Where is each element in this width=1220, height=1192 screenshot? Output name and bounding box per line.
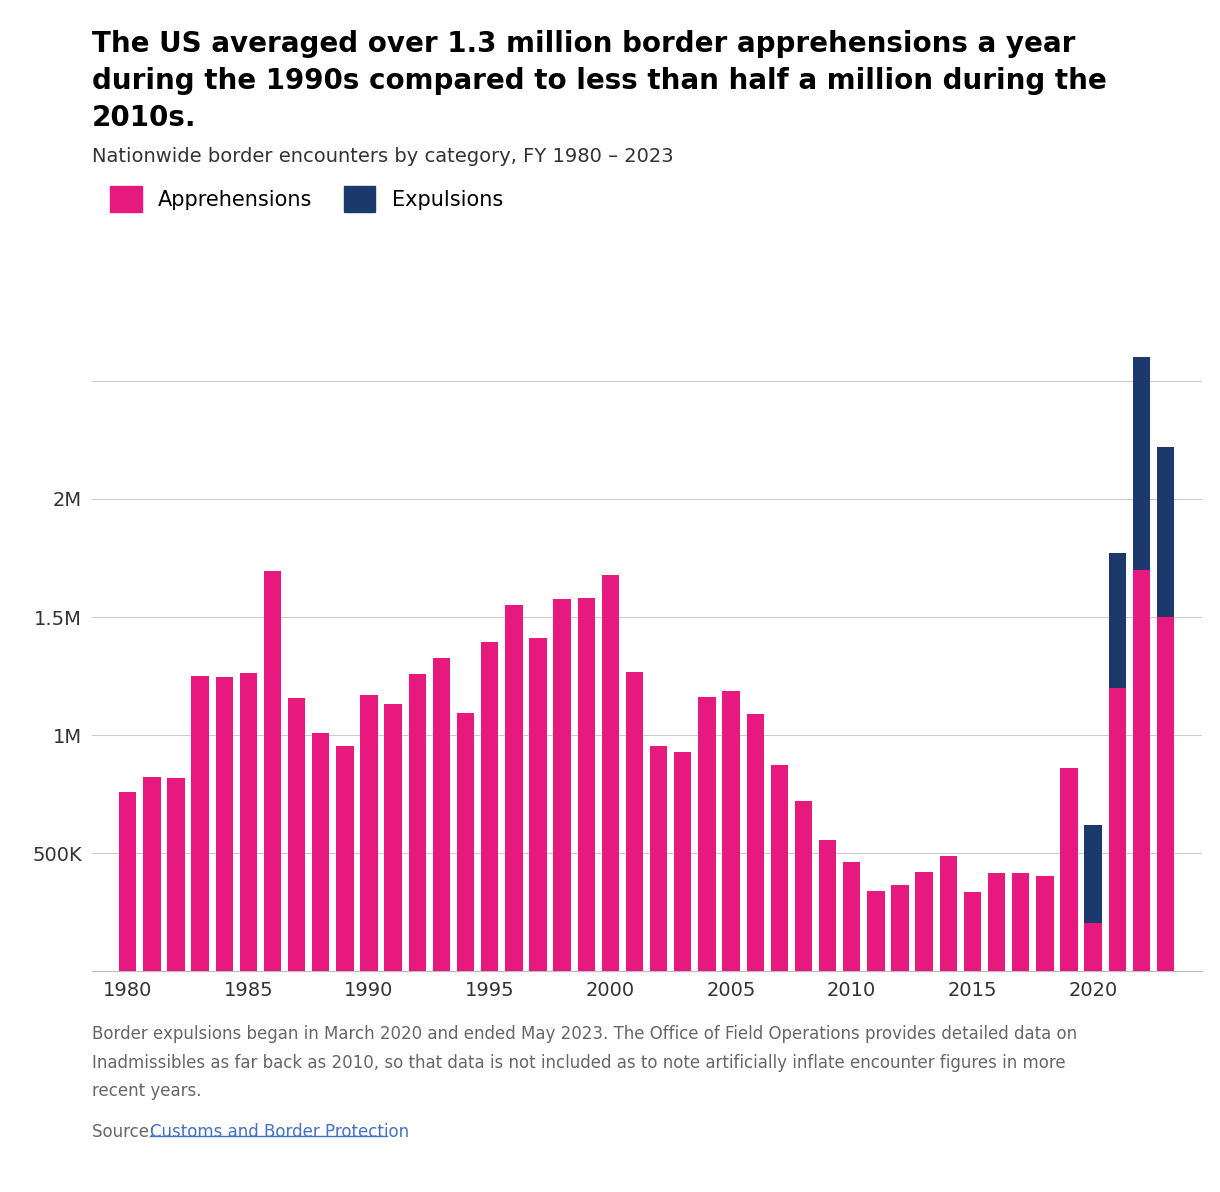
- Bar: [264, 571, 281, 971]
- Bar: [1109, 553, 1126, 688]
- Bar: [1060, 769, 1077, 971]
- Bar: [481, 642, 499, 971]
- Bar: [167, 777, 184, 971]
- Text: The US averaged over 1.3 million border apprehensions a year: The US averaged over 1.3 million border …: [92, 30, 1075, 57]
- Bar: [143, 777, 161, 971]
- Bar: [601, 576, 619, 971]
- Bar: [192, 676, 209, 971]
- Bar: [577, 598, 595, 971]
- Text: Customs and Border Protection: Customs and Border Protection: [150, 1123, 409, 1141]
- Bar: [722, 690, 739, 971]
- Bar: [964, 892, 981, 971]
- Bar: [337, 746, 354, 971]
- Text: 2010s.: 2010s.: [92, 104, 196, 131]
- Bar: [988, 874, 1005, 971]
- Bar: [433, 658, 450, 971]
- Bar: [1157, 617, 1174, 971]
- Bar: [650, 746, 667, 971]
- Bar: [698, 697, 716, 971]
- Bar: [216, 677, 233, 971]
- Bar: [1132, 570, 1150, 971]
- Legend: Apprehensions, Expulsions: Apprehensions, Expulsions: [102, 178, 511, 221]
- Text: during the 1990s compared to less than half a million during the: during the 1990s compared to less than h…: [92, 67, 1107, 94]
- Bar: [1157, 447, 1174, 617]
- Bar: [747, 714, 764, 971]
- Bar: [239, 673, 257, 971]
- Bar: [409, 675, 426, 971]
- Bar: [1085, 825, 1102, 923]
- Bar: [626, 672, 643, 971]
- Bar: [843, 862, 860, 971]
- Bar: [1085, 923, 1102, 971]
- Bar: [458, 713, 475, 971]
- Bar: [312, 733, 329, 971]
- Bar: [505, 606, 522, 971]
- Text: Inadmissibles as far back as 2010, so that data is not included as to note artif: Inadmissibles as far back as 2010, so th…: [92, 1054, 1065, 1072]
- Bar: [384, 704, 401, 971]
- Bar: [1036, 876, 1054, 971]
- Bar: [675, 751, 692, 971]
- Bar: [1132, 358, 1150, 570]
- Bar: [819, 840, 836, 971]
- Bar: [1109, 688, 1126, 971]
- Bar: [529, 638, 547, 971]
- Bar: [794, 801, 813, 971]
- Bar: [867, 892, 884, 971]
- Bar: [939, 856, 956, 971]
- Bar: [892, 886, 909, 971]
- Text: recent years.: recent years.: [92, 1082, 201, 1100]
- Text: Nationwide border encounters by category, FY 1980 – 2023: Nationwide border encounters by category…: [92, 147, 673, 166]
- Bar: [120, 791, 137, 971]
- Bar: [915, 873, 933, 971]
- Bar: [360, 695, 378, 971]
- Bar: [288, 697, 305, 971]
- Text: Source:: Source:: [92, 1123, 160, 1141]
- Bar: [1013, 874, 1030, 971]
- Bar: [771, 764, 788, 971]
- Text: Border expulsions began in March 2020 and ended May 2023. The Office of Field Op: Border expulsions began in March 2020 an…: [92, 1025, 1076, 1043]
- Bar: [554, 600, 571, 971]
